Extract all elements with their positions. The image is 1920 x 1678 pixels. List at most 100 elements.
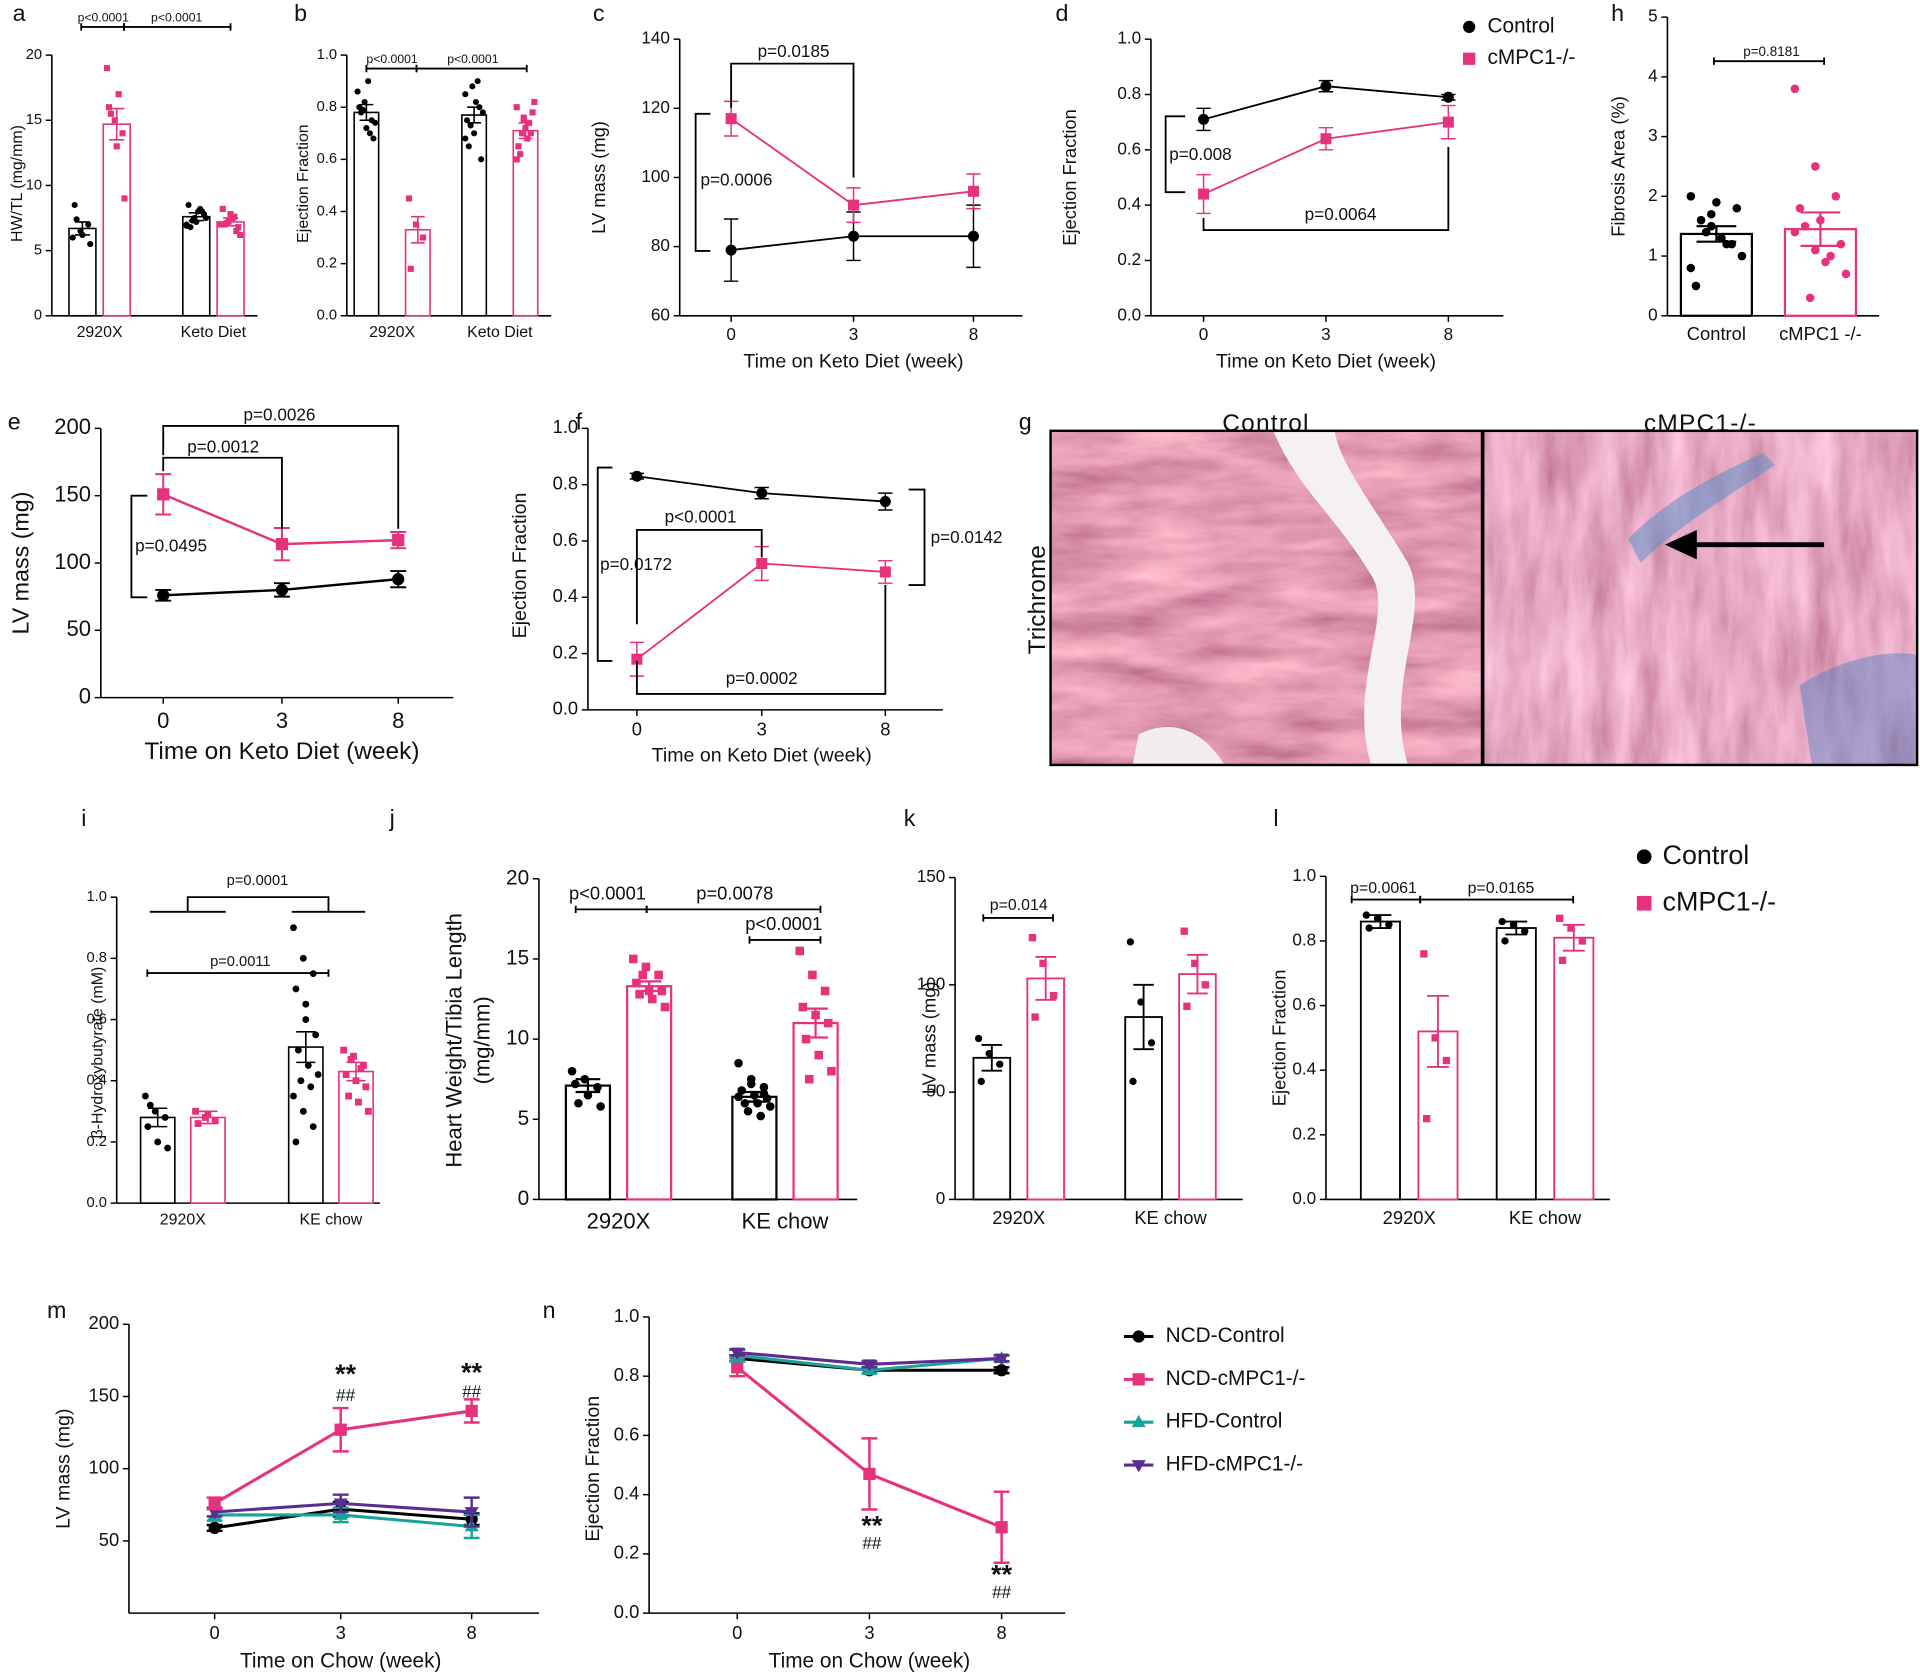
data-point (795, 946, 804, 956)
y-tick-label: 4 (1648, 65, 1658, 85)
legend-marker (1131, 1414, 1146, 1428)
data-point (342, 1071, 350, 1079)
y-tick-label: 20 (506, 866, 529, 889)
data-point (644, 986, 654, 996)
data-point (157, 589, 170, 602)
image-ylabel: Trichrome (1024, 545, 1051, 654)
y-tick-label: 0.4 (1117, 194, 1141, 214)
y-axis-label: Ejection Fraction (1059, 109, 1080, 246)
data-point (740, 1098, 750, 1108)
y-axis-label: Ejection Fraction (582, 1396, 604, 1542)
significance-bracket (635, 529, 763, 625)
bar (102, 123, 131, 317)
bar (461, 114, 488, 317)
data-point (1501, 937, 1509, 945)
y-tick-label: 1.0 (87, 889, 107, 905)
y-tick-label: 15 (26, 112, 42, 128)
data-point (814, 1050, 824, 1060)
y-tick-label: 20 (26, 47, 42, 63)
x-tick-label: KE chow (300, 1211, 363, 1228)
data-point (463, 117, 471, 124)
y-axis-label: Fibrosis Area (%) (1608, 96, 1629, 237)
legend-marker (1463, 52, 1476, 65)
y-tick-label: 0.4 (87, 1073, 107, 1089)
data-point (631, 470, 643, 482)
data-point (1509, 921, 1518, 929)
data-point (1790, 227, 1800, 237)
data-point (85, 221, 92, 228)
annotation: ** (991, 1560, 1012, 1590)
data-point (211, 1117, 219, 1124)
data-point (231, 213, 238, 220)
annotation: p=0.8181 (1743, 44, 1800, 59)
x-tick-label: 8 (392, 708, 404, 733)
annotation: ## (862, 1533, 882, 1553)
significance-bracket (730, 62, 855, 178)
y-tick-label: 0.0 (1117, 304, 1141, 324)
data-point (995, 1364, 1008, 1377)
data-point (1841, 269, 1851, 279)
legend-label: HFD-cMPC1-/- (1166, 1453, 1303, 1476)
data-point (524, 135, 531, 142)
x-tick-label: 3 (849, 324, 859, 344)
y-tick-label: 0.6 (1292, 994, 1316, 1014)
data-point (1422, 1114, 1431, 1123)
y-tick-label: 140 (641, 28, 670, 48)
data-point (1137, 998, 1145, 1006)
data-point (1836, 239, 1846, 249)
x-tick-label: 2920X (1383, 1207, 1436, 1228)
data-point (292, 985, 300, 993)
data-point (753, 1098, 762, 1108)
data-point (141, 1092, 149, 1100)
data-point (1826, 251, 1835, 261)
data-point (478, 156, 485, 163)
x-tick-label: 0 (210, 1622, 220, 1643)
data-point (359, 106, 366, 113)
significance-bracket (415, 64, 528, 73)
data-point (465, 1404, 478, 1418)
y-axis-label: β-Hydroxybutyrate (mM) (90, 967, 107, 1139)
data-point (462, 91, 469, 98)
x-tick-label: 2920X (992, 1207, 1045, 1228)
y-axis-label: HW/TL (mg/mm) (9, 125, 26, 242)
data-point (1365, 924, 1373, 932)
annotation: p=0.014 (990, 897, 1048, 914)
y-tick-label: 0.2 (1117, 249, 1141, 269)
data-point (304, 1061, 312, 1069)
data-point (985, 1049, 993, 1058)
data-point (105, 104, 113, 111)
data-point (638, 970, 648, 980)
significance-bracket (162, 456, 283, 529)
data-point (1420, 950, 1428, 958)
y-tick-label: 200 (54, 414, 91, 439)
data-point (513, 104, 520, 111)
data-point (1691, 281, 1701, 291)
data-point (208, 1497, 221, 1510)
x-tick-label: cMPC1 -/- (1779, 323, 1862, 344)
panel-letter: k (904, 805, 916, 831)
data-point (309, 1123, 317, 1131)
data-point (208, 1521, 221, 1535)
data-point (1498, 917, 1506, 926)
significance-bracket (162, 425, 400, 529)
legend-marker (1132, 1330, 1145, 1343)
panel-letter: d (1055, 0, 1068, 26)
x-axis-label: Time on Keto Diet (week) (1216, 350, 1436, 372)
data-point (1373, 914, 1382, 923)
bar (338, 1070, 374, 1204)
data-point (756, 487, 768, 499)
data-point (157, 488, 170, 501)
y-tick-label: 1.0 (553, 416, 579, 437)
x-tick-label: 3 (1321, 324, 1331, 344)
annotation: p=0.0011 (210, 954, 271, 970)
panel-letter: h (1611, 0, 1624, 26)
annotation: p<0.0001 (151, 11, 203, 25)
data-point (146, 1101, 154, 1109)
significance-bracket (635, 585, 887, 695)
data-point (574, 1098, 583, 1108)
y-tick-label: 10 (506, 1027, 529, 1050)
data-point (312, 1031, 320, 1039)
data-point (1811, 162, 1820, 171)
legend-label: cMPC1-/- (1663, 886, 1777, 916)
